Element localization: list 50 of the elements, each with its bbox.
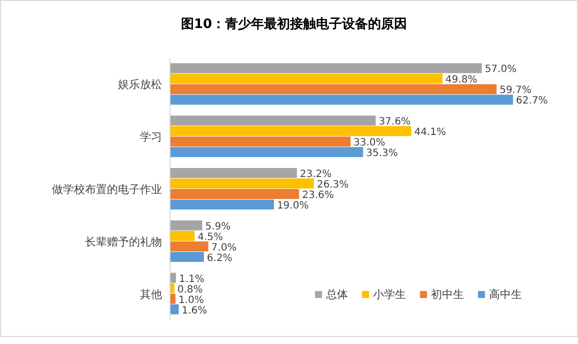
bar (170, 84, 497, 94)
data-label: 1.6% (182, 305, 208, 316)
bar (170, 220, 202, 230)
bar (170, 126, 412, 136)
bar (170, 230, 195, 241)
data-label: 23.2% (300, 169, 332, 180)
data-label: 49.8% (445, 74, 478, 86)
bar (170, 147, 364, 158)
bar (170, 294, 176, 304)
data-label: 19.0% (276, 200, 309, 212)
legend-label: 初中生 (431, 288, 464, 301)
bar (170, 74, 442, 84)
chart-title: 图10：青少年最初接触电子设备的原因 (180, 16, 408, 32)
y-tick-label: 学习 (140, 130, 162, 144)
data-label: 59.7% (500, 85, 532, 96)
bar (170, 94, 513, 105)
bar (170, 272, 176, 283)
y-tick-label: 娱乐放松 (118, 78, 162, 92)
bar (170, 178, 314, 188)
data-label: 26.3% (316, 180, 349, 190)
bar (170, 168, 297, 178)
data-label: 57.0% (484, 64, 517, 76)
bar (170, 116, 376, 126)
data-label: 1.1% (179, 274, 204, 285)
bar (170, 136, 351, 147)
data-label: 44.1% (414, 127, 446, 138)
bar (170, 241, 208, 252)
data-label: 33.0% (354, 138, 386, 149)
bar (170, 200, 274, 210)
bar (170, 304, 179, 314)
legend-label: 总体 (325, 288, 348, 301)
legend-label: 高中生 (489, 288, 522, 301)
data-label: 7.0% (211, 242, 237, 254)
data-label: 62.7% (516, 96, 548, 107)
bar (170, 283, 174, 294)
data-label: 1.0% (178, 294, 204, 306)
bar (170, 252, 204, 262)
data-label: 4.5% (198, 232, 224, 243)
y-tick-label: 长辈赠予的礼物 (85, 235, 162, 248)
data-label: 0.8% (177, 284, 203, 296)
data-label: 5.9% (205, 221, 231, 232)
data-label: 23.6% (302, 190, 334, 201)
y-tick-label: 其他 (140, 288, 162, 301)
legend-label: 小学生 (373, 288, 406, 301)
data-label: 37.6% (378, 116, 410, 128)
data-label: 6.2% (206, 252, 232, 264)
bar (170, 189, 300, 199)
data-label: 35.3% (366, 148, 398, 160)
y-tick-label: 做学校布置的电子作业 (52, 183, 162, 196)
bar (170, 63, 482, 74)
